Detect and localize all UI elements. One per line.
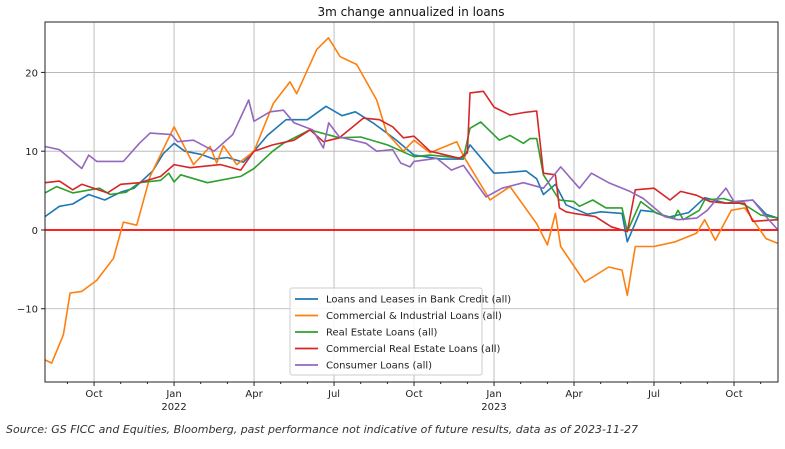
- y-tick-label: −10: [17, 305, 38, 316]
- x-tick-label: Jul: [647, 389, 660, 400]
- x-tick-label: Apr: [245, 389, 263, 400]
- legend-label: Consumer Loans (all): [326, 361, 432, 372]
- series-line: [44, 105, 779, 243]
- source-note: Source: GS FICC and Equities, Bloomberg,…: [6, 423, 638, 436]
- series-line: [44, 121, 779, 233]
- series-lines: [44, 37, 779, 364]
- x-tick-label: Oct: [85, 389, 102, 400]
- series-line: [44, 90, 779, 233]
- series-line: [44, 99, 779, 231]
- y-tick-label: 20: [25, 68, 38, 79]
- x-tick-label: Oct: [725, 389, 742, 400]
- y-tick-label: 10: [25, 147, 38, 158]
- legend-label: Real Estate Loans (all): [326, 328, 438, 339]
- series-line: [44, 37, 779, 364]
- x-tick-year-label: 2023: [481, 402, 506, 413]
- legend-label: Loans and Leases in Bank Credit (all): [326, 295, 511, 306]
- x-tick-label: Jan: [165, 389, 181, 400]
- plot-frame: [44, 21, 779, 383]
- x-tick-year-label: 2022: [161, 402, 186, 413]
- y-tick-label: 0: [32, 226, 38, 237]
- legend: Loans and Leases in Bank Credit (all) Com…: [289, 287, 511, 376]
- x-tick-label: Apr: [565, 389, 583, 400]
- x-tick-label: Jan: [485, 389, 501, 400]
- chart-title: 3m change annualized in loans: [317, 5, 504, 19]
- axes: Oct Jan 2022 Apr Jul Oct Jan 2023 Apr Jul Oct −10 0 1…: [17, 68, 762, 413]
- x-tick-label: Jul: [327, 389, 340, 400]
- legend-label: Commercial & Industrial Loans (all): [326, 311, 502, 322]
- legend-box: [289, 287, 483, 376]
- legend-label: Commercial Real Estate Loans (all): [326, 344, 501, 355]
- x-tick-label: Oct: [405, 389, 422, 400]
